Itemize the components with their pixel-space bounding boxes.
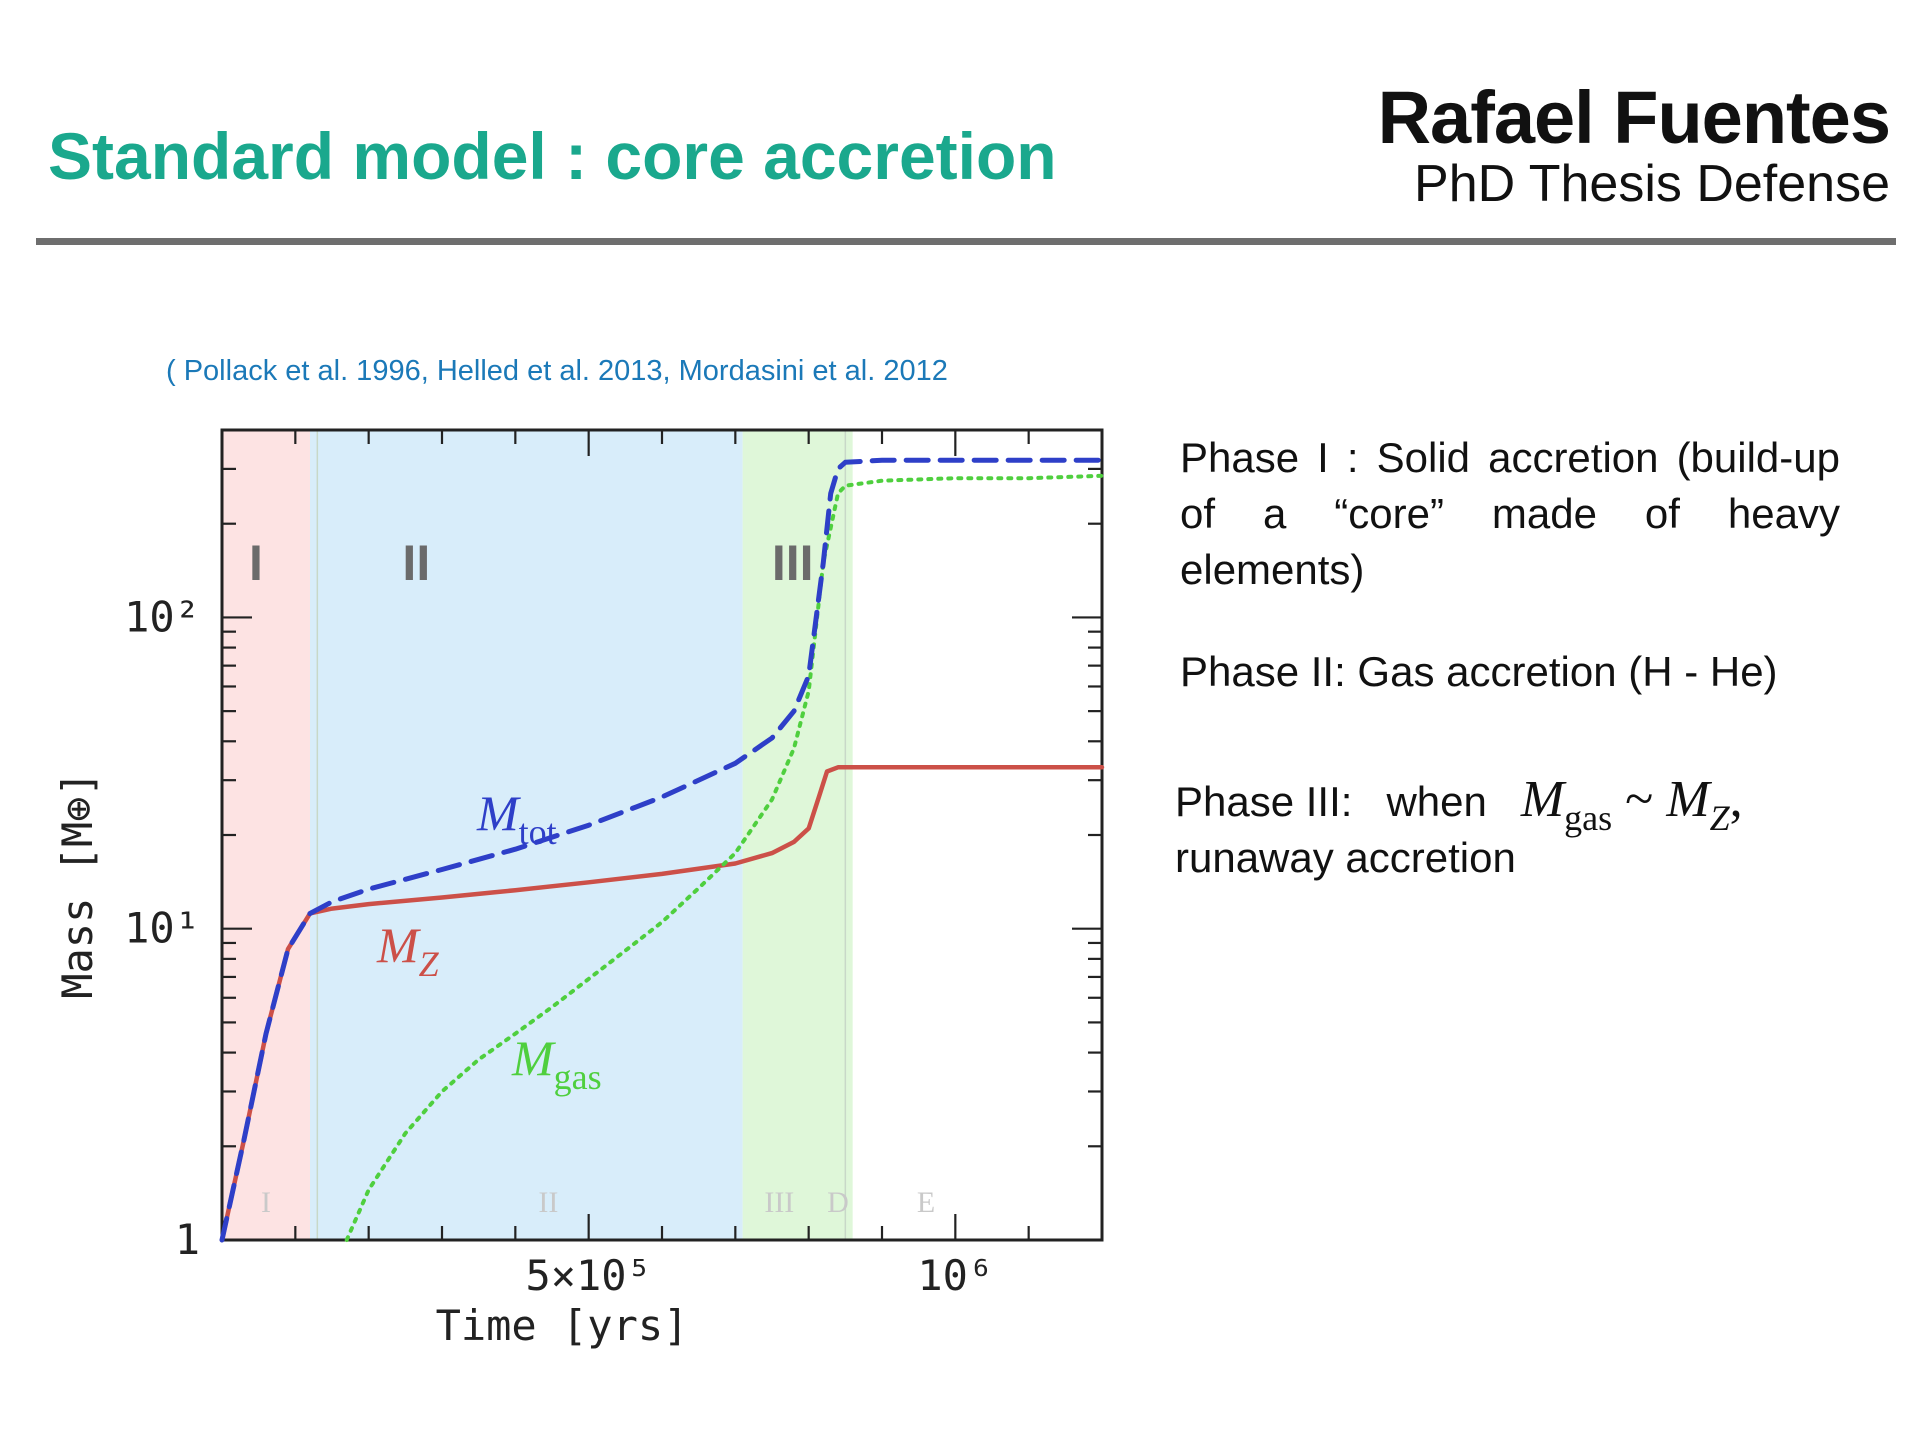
band-bottom-label-5: E: [917, 1186, 935, 1219]
y-tick-label-1: 1: [175, 1215, 200, 1264]
math-m-z: M: [1666, 771, 1710, 828]
phase-3-when: when: [1386, 778, 1487, 825]
math-gas-sub: gas: [1564, 798, 1613, 838]
phase-2-description: Phase II: Gas accretion (H - He): [1180, 648, 1778, 695]
phase-band-1: [222, 430, 310, 1240]
citation-text: ( Pollack et al. 1996, Helled et al. 201…: [166, 355, 948, 387]
math-m-gas: M: [1520, 771, 1565, 828]
series-line-m-tot: [219, 457, 1105, 1243]
author-block: Rafael Fuentes PhD Thesis Defense: [1377, 76, 1891, 213]
y-tick-label-2: 10¹: [124, 904, 200, 953]
phase-1-description: Phase I : Solid accretion (build-up of a…: [1180, 434, 1840, 593]
phase-3-equation: Mgas ~ MZ,: [1520, 771, 1743, 837]
band-bottom-label-3: III: [764, 1186, 794, 1219]
author-name: Rafael Fuentes: [1377, 76, 1891, 159]
y-axis-label: Mass [M⊕]: [53, 771, 102, 999]
series-label-sub: gas: [554, 1057, 602, 1097]
author-subtitle: PhD Thesis Defense: [1414, 155, 1890, 213]
x-axis-label: Time [yrs]: [436, 1301, 689, 1350]
series-label-sub: tot: [519, 812, 557, 852]
phase-3-suffix: runaway accretion: [1175, 834, 1516, 881]
phase-label-2: II: [402, 535, 430, 591]
band-bottom-label-1: I: [261, 1186, 271, 1219]
axis-frame: [220, 428, 1104, 1242]
x-tick-label-2: 10⁶: [917, 1251, 993, 1300]
series-label-sub: Z: [419, 944, 440, 984]
phase-label-3: III: [772, 535, 814, 591]
series-line-m-gas: [344, 473, 1104, 1242]
math-tilde: ~: [1625, 771, 1654, 828]
phase-band-2: [310, 430, 743, 1240]
math-comma: ,: [1729, 771, 1743, 828]
series-lines: [219, 457, 1105, 1243]
math-z-sub: Z: [1709, 798, 1730, 838]
y-tick-label-3: 10²: [124, 592, 200, 641]
phase-3-description: Phase III: when Mgas ~ MZ, runaway accreti…: [1175, 772, 1895, 886]
header-divider: [36, 238, 1896, 245]
phase-bands: [22, 410, 1132, 1360]
phase-band-3: [742, 430, 853, 1240]
x-tick-label-1: 5×10⁵: [525, 1251, 651, 1300]
band-bottom-label-2: II: [538, 1186, 558, 1219]
phase-label-1: I: [249, 535, 263, 591]
slide-title: Standard model : core accretion: [48, 119, 1057, 193]
phase-3-prefix: Phase III:: [1175, 778, 1353, 825]
band-bottom-label-4: D: [827, 1186, 849, 1219]
